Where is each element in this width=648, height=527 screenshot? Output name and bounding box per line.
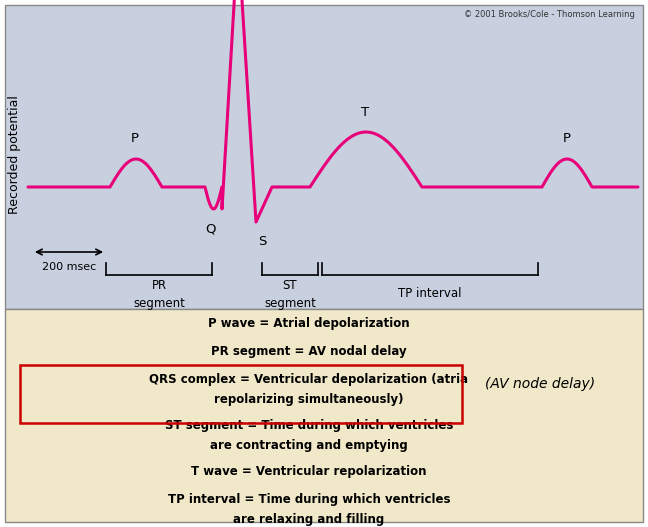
Bar	[5, 309, 643, 522]
Text: P wave = Atrial depolarization: P wave = Atrial depolarization	[208, 317, 410, 330]
Text: QRS complex = Ventricular depolarization (atria: QRS complex = Ventricular depolarization…	[150, 373, 469, 386]
Text: TP interval = Time during which ventricles: TP interval = Time during which ventricl…	[168, 493, 450, 506]
Text: (AV node delay): (AV node delay)	[485, 377, 595, 391]
Text: © 2001 Brooks/Cole - Thomson Learning: © 2001 Brooks/Cole - Thomson Learning	[464, 10, 635, 19]
Text: segment: segment	[264, 297, 316, 310]
Text: PR: PR	[152, 279, 167, 292]
Text: repolarizing simultaneously): repolarizing simultaneously)	[214, 393, 404, 406]
Text: 200 msec: 200 msec	[42, 262, 96, 272]
Text: segment: segment	[133, 297, 185, 310]
Text: are relaxing and filling: are relaxing and filling	[233, 513, 385, 526]
Text: TP interval: TP interval	[399, 287, 462, 300]
Text: Q: Q	[205, 222, 215, 235]
Text: P: P	[563, 132, 571, 145]
Bar	[5, 5, 643, 309]
Text: P: P	[131, 132, 139, 145]
Text: ST: ST	[283, 279, 297, 292]
Text: are contracting and emptying: are contracting and emptying	[210, 439, 408, 452]
Text: T wave = Ventricular repolarization: T wave = Ventricular repolarization	[191, 465, 427, 478]
Text: PR segment = AV nodal delay: PR segment = AV nodal delay	[211, 345, 407, 358]
Text: S: S	[258, 235, 266, 248]
Text: Recorded potential: Recorded potential	[8, 95, 21, 214]
Text: T: T	[361, 106, 369, 119]
Bar	[20, 365, 462, 423]
Text: ST segment = Time during which ventricles: ST segment = Time during which ventricle…	[165, 419, 453, 432]
